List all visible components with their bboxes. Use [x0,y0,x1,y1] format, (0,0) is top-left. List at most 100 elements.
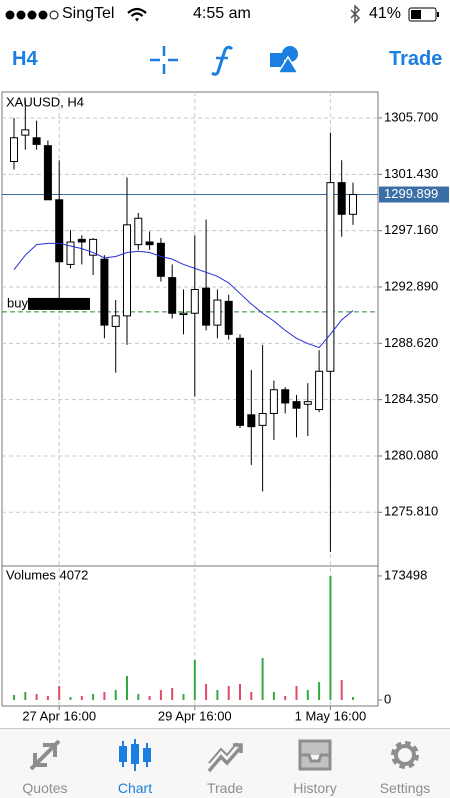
crosshair-button[interactable] [149,45,179,75]
volume-bar [92,693,95,700]
tab-label: Settings [379,780,431,796]
settings-icon [391,741,419,769]
y-tick-label: 1297.160 [384,222,438,237]
candle-body [66,241,75,265]
volume-bar [24,691,27,700]
volume-bar [171,687,174,700]
volume-bar [193,659,196,700]
candle-body [269,389,278,414]
y-tick-label: 1301.430 [384,166,438,181]
tab-label: History [293,780,337,796]
candle-body [202,287,211,326]
volume-bar [13,694,15,700]
tab[interactable]: History [270,729,360,798]
y-tick-label: 1292.890 [384,278,438,293]
volume-bar [137,693,140,700]
tab[interactable]: Chart [90,729,180,798]
candle-body [349,194,357,215]
candle-body [213,299,222,326]
volume-bar [148,695,151,700]
tab[interactable]: Quotes [0,729,90,798]
quotes-icon [29,739,61,771]
volume-bar [227,685,230,700]
tab-bar: Quotes Chart Trade History Settings [0,728,450,798]
toolbar: H4 Trade [0,30,450,90]
candle-body [292,401,301,409]
candle-body [21,129,30,136]
candle-body [303,401,312,405]
volume-tick-label: 173498 [384,567,427,582]
candle-body [134,217,143,246]
chart-icon [119,739,151,771]
tab-label: Trade [206,780,244,796]
y-tick-label: 1288.620 [384,335,438,350]
volume-bar [239,683,241,700]
current-price-box [379,186,449,203]
tab[interactable]: Settings [360,729,450,798]
bluetooth-icon [350,5,361,24]
tab[interactable]: Trade [180,729,270,798]
candle-body [315,370,324,411]
candle-body [258,412,267,426]
candle-body [89,238,98,256]
tab-label: Chart [117,780,153,796]
candle-body [179,312,188,316]
candle-body [224,300,233,335]
candle-body [100,258,109,326]
redaction-box [28,297,90,310]
candle-body [77,238,86,243]
clock: 4:55 am [193,5,251,22]
volume-bar [114,689,117,700]
tab-label: Quotes [22,780,68,796]
x-tick-label: 29 Apr 16:00 [158,708,232,723]
objects-button[interactable] [268,45,302,75]
battery-percent: 41% [369,5,402,22]
candle-body [190,288,199,314]
x-tick-label: 1 May 16:00 [295,708,367,723]
chart: 1305.700 1301.430 1297.160 1292.890 1288.620… [1,91,449,723]
trade-button[interactable]: Trade [389,48,443,70]
history-icon [298,739,332,771]
candle-body [43,145,52,201]
volume-bar [352,697,354,700]
indicators-button[interactable] [208,44,238,76]
candle-body [247,414,256,428]
battery-icon [408,7,439,22]
y-tick-label: 1280.080 [384,447,438,462]
volume-bar [58,685,61,700]
candle-body [55,199,64,263]
y-tick-label: 1275.810 [384,504,438,519]
candle-body [326,182,335,372]
candle-body [156,242,165,277]
timeframe-button[interactable]: H4 [12,48,38,70]
candle-body [337,182,346,215]
volume-bar [295,685,298,700]
moving-average [13,242,354,349]
volume-bar [46,695,49,700]
volume-bar [306,689,309,700]
chart-title: XAUUSD, H4 [6,94,84,109]
volume-bar [182,693,185,700]
candle-body [32,137,41,145]
candle-body [236,337,244,426]
volume-bar [216,689,219,700]
volume-bar [329,575,332,700]
volume-tick-label: 0 [384,691,391,706]
volume-bar [250,691,253,700]
volume-bar [284,695,287,700]
volume-bar [35,693,38,700]
candle-body [10,137,18,163]
x-tick-label: 27 Apr 16:00 [22,708,96,723]
signal-icon [5,10,59,20]
volume-bar [272,691,275,700]
volume-title: Volumes 4072 [6,567,88,582]
candle-body [123,224,131,317]
carrier: SingTel [62,5,115,22]
volume-bar [126,675,128,700]
volume-bar [103,691,106,700]
candle-body [111,315,120,327]
volume-bar [205,683,208,700]
candle-body [281,389,290,404]
trade-icon [207,742,243,773]
